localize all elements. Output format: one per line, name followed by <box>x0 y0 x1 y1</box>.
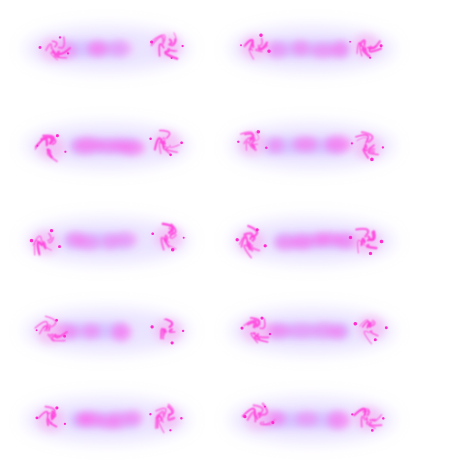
right-flame <box>154 403 176 434</box>
sprite-frame-02 <box>222 14 402 84</box>
right-flame <box>353 407 383 430</box>
left-flame <box>34 315 69 342</box>
sprite-frame-03 <box>17 111 197 181</box>
right-flame <box>150 32 179 60</box>
sparks <box>240 33 383 59</box>
sparks <box>29 228 185 252</box>
right-flame <box>354 130 379 159</box>
left-flame-glow <box>31 230 60 255</box>
particle-glow-graphic <box>230 219 394 263</box>
particle-glow-graphic <box>25 398 189 442</box>
sprite-frame-06 <box>222 206 402 276</box>
left-flame <box>37 405 58 428</box>
left-flame <box>32 232 55 256</box>
right-flame-glow <box>154 318 183 343</box>
sprite-frame-01 <box>17 14 197 84</box>
sparks <box>36 134 183 157</box>
sprite-frame-10 <box>222 385 402 455</box>
particle-glow-graphic <box>25 309 189 353</box>
right-flame <box>359 319 379 345</box>
beam-blobs <box>71 137 146 155</box>
right-flame <box>160 222 177 251</box>
beam-blobs <box>264 40 349 58</box>
particle-glow-graphic <box>230 309 394 353</box>
left-flame <box>238 224 261 259</box>
left-flame <box>44 36 72 61</box>
sprite-frame-07 <box>17 296 197 366</box>
sparks <box>240 316 388 342</box>
right-flame-glow <box>353 135 382 160</box>
left-flame <box>239 131 260 151</box>
right-flame <box>356 39 383 58</box>
particle-glow-graphic <box>230 398 394 442</box>
particle-glow-graphic <box>25 219 189 263</box>
left-flame-glow <box>36 407 65 432</box>
right-flame <box>153 129 181 155</box>
beam-blobs <box>66 232 138 250</box>
right-flame <box>159 318 176 340</box>
sparks <box>38 36 184 60</box>
beam-blobs <box>75 410 144 429</box>
right-flame-glow <box>357 315 386 340</box>
sparks <box>35 406 183 432</box>
sprite-frame-09 <box>17 385 197 455</box>
left-flame <box>241 402 276 426</box>
particle-glow-graphic <box>25 124 189 168</box>
sparks <box>235 228 384 256</box>
left-flame <box>243 37 269 60</box>
sprite-frame-04 <box>222 111 402 181</box>
beam-blobs <box>267 135 352 153</box>
particle-glow-graphic <box>230 27 394 71</box>
sparks <box>243 405 385 432</box>
sprite-frame-05 <box>17 206 197 276</box>
particle-glow-graphic <box>25 27 189 71</box>
left-flame-glow <box>37 135 66 160</box>
sparks <box>35 318 185 345</box>
left-flame-glow <box>40 37 68 62</box>
left-flame <box>243 316 270 344</box>
sparks <box>237 130 385 162</box>
right-flame <box>355 227 378 254</box>
particle-glow-graphic <box>230 124 394 168</box>
sprite-frame-08 <box>222 296 402 366</box>
